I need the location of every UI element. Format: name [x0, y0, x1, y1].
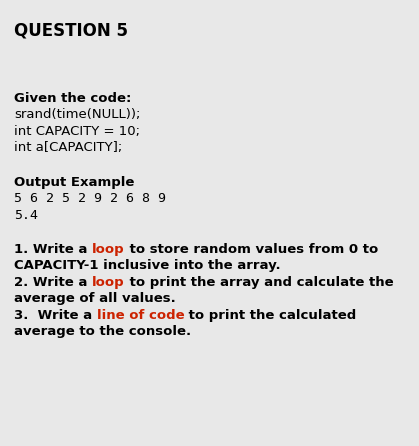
Text: 5 6 2 5 2 9 2 6 8 9: 5 6 2 5 2 9 2 6 8 9	[14, 192, 166, 205]
Text: Output Example: Output Example	[14, 176, 134, 189]
Text: to print the calculated: to print the calculated	[184, 309, 357, 322]
Text: 1. Write a: 1. Write a	[14, 243, 92, 256]
Text: average of all values.: average of all values.	[14, 293, 176, 306]
Text: int a[CAPACITY];: int a[CAPACITY];	[14, 141, 122, 154]
Text: 5.4: 5.4	[14, 209, 38, 222]
Text: loop: loop	[92, 243, 124, 256]
Text: CAPACITY-1 inclusive into the array.: CAPACITY-1 inclusive into the array.	[14, 260, 281, 273]
Text: to store random values from 0 to: to store random values from 0 to	[124, 243, 378, 256]
Text: line of code: line of code	[97, 309, 184, 322]
Text: loop: loop	[92, 276, 124, 289]
Text: srand(time(NULL));: srand(time(NULL));	[14, 108, 140, 121]
Text: QUESTION 5: QUESTION 5	[14, 22, 128, 40]
Text: to print the array and calculate the: to print the array and calculate the	[124, 276, 393, 289]
Text: int CAPACITY = 10;: int CAPACITY = 10;	[14, 125, 140, 138]
Text: 2. Write a: 2. Write a	[14, 276, 92, 289]
Text: Given the code:: Given the code:	[14, 92, 132, 105]
Text: average to the console.: average to the console.	[14, 326, 191, 339]
Text: 3.  Write a: 3. Write a	[14, 309, 97, 322]
